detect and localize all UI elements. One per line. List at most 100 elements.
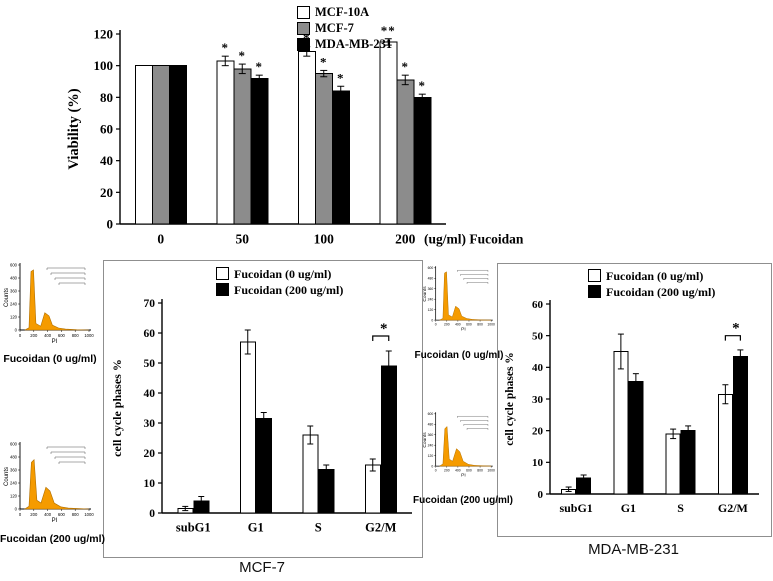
flow-histogram-mda-treated: Counts 0 120 240 360 480 600 0 200 400 600 800 1000 P… (422, 412, 495, 479)
category-label: G2/M (365, 521, 396, 535)
flow-label-mda-treated: Fucoidan (200 ug/ml) (413, 495, 514, 506)
y-tick-label: 10 (144, 478, 156, 490)
flow-x-tick-label: 1000 (84, 512, 94, 517)
gate-marker (58, 461, 86, 464)
bar (239, 341, 256, 514)
y-tick-label: 60 (144, 328, 156, 340)
flow-y-tick-label: 480 (428, 276, 434, 280)
gate-marker (466, 282, 489, 284)
mcf7-legend: Fucoidan (0 ug/ml) Fucoidan (200 ug/ml) (216, 267, 343, 296)
category-label: G2/M (718, 501, 748, 515)
flow-x-tick-label: 1000 (487, 323, 495, 327)
legend-swatch (588, 285, 601, 298)
gate-marker (46, 267, 86, 270)
legend-swatch (216, 267, 229, 280)
bar (732, 355, 748, 495)
bar (302, 434, 319, 514)
legend-swatch (216, 283, 229, 296)
gate-marker (58, 282, 86, 285)
flow-y-tick-label: 240 (428, 443, 434, 447)
bar (628, 381, 644, 495)
flow-histogram-mcf7-control: Counts 0 120 240 360 480 600 0 200 400 600 800 1000 P… (4, 263, 94, 346)
flow-x-tick-label: 200 (444, 469, 450, 473)
flow-label-mcf7-treated: Fucoidan (200 ug/ml) (0, 533, 106, 545)
legend-item: MCF-10A (297, 6, 392, 19)
gate-marker (463, 278, 489, 280)
legend-label: MCF-7 (315, 21, 354, 36)
flow-x-tick-label: 600 (58, 512, 66, 517)
legend-label: MDA-MB-231 (315, 37, 393, 52)
flow-x-tick-label: 0 (19, 512, 22, 517)
flow-y-tick-label: 480 (10, 276, 18, 281)
viability-legend: MCF-10A MCF-7 MDA-MB-231 (297, 6, 392, 51)
flow-y-tick-label: 480 (10, 455, 18, 460)
gate-marker (54, 277, 86, 280)
flow-x-tick-label: 200 (444, 323, 450, 327)
mcf7-panel: Fucoidan (0 ug/ml) Fucoidan (200 ug/ml) 0… (103, 260, 423, 558)
bar (680, 430, 696, 495)
category-label: 200 (395, 232, 416, 247)
category-label: G1 (621, 501, 636, 515)
gate-marker (460, 420, 489, 422)
mda-panel: Fucoidan (0 ug/ml) Fucoidan (200 ug/ml) 0… (497, 263, 772, 537)
flow-ylabel: Counts (422, 286, 428, 302)
legend-label: Fucoidan (0 ug/ml) (234, 266, 332, 281)
y-tick-label: 20 (144, 448, 156, 460)
y-tick-label: 40 (144, 388, 156, 400)
flow-y-tick-label: 240 (10, 481, 18, 486)
flow-histogram-mda-control: Counts 0 120 240 360 480 600 0 200 400 600 800 1000 P… (422, 266, 495, 333)
y-tick-label: 30 (144, 418, 156, 430)
flow-x-tick-label: 400 (44, 512, 52, 517)
legend-label: Fucoidan (200 ug/ml) (606, 284, 716, 299)
legend-item: Fucoidan (200 ug/ml) (588, 285, 715, 298)
flow-x-tick-label: 800 (72, 333, 80, 338)
y-tick-label: 20 (532, 426, 544, 438)
flow-x-tick-label: 600 (58, 333, 66, 338)
significance-star: * (337, 70, 345, 85)
bar (717, 393, 733, 495)
significance-star: * (380, 321, 388, 337)
y-tick-label: 60 (532, 299, 544, 311)
y-tick-label: 80 (100, 90, 113, 105)
gate-marker (463, 424, 489, 426)
y-tick-label: 0 (107, 217, 114, 232)
y-tick-label: 0 (149, 508, 155, 520)
flow-y-tick-label: 360 (428, 287, 434, 291)
mda-plot: 0 10 20 30 40 50 60 cell cycle phases % subG1 G1 S… (504, 299, 759, 515)
gate-marker (460, 274, 489, 276)
flow-y-tick-label: 360 (10, 468, 18, 473)
significance-star: * (256, 59, 264, 74)
legend-item: Fucoidan (0 ug/ml) (216, 267, 343, 280)
flow-ylabel: Counts (4, 467, 10, 486)
x-axis-label: (ug/ml) Fucoidan (424, 232, 524, 247)
flow-x-tick-label: 800 (477, 323, 483, 327)
bar (233, 68, 252, 225)
y-tick-label: 30 (532, 394, 544, 406)
bar (151, 65, 170, 225)
category-label: subG1 (559, 501, 592, 515)
legend-swatch (297, 38, 310, 51)
y-tick-label: 40 (532, 362, 544, 374)
flow-xlabel: PI (52, 518, 58, 524)
flow-x-tick-label: 400 (44, 333, 52, 338)
flow-x-tick-label: 0 (435, 323, 437, 327)
flow-x-tick-label: 0 (19, 333, 22, 338)
flow-y-tick-label: 600 (10, 263, 18, 268)
significance-star: * (320, 54, 328, 69)
y-tick-label: 50 (144, 358, 156, 370)
flow-histogram-peak (439, 271, 492, 321)
flow-x-tick-label: 200 (30, 333, 38, 338)
legend-item: MDA-MB-231 (297, 38, 392, 51)
flow-y-tick-label: 480 (428, 422, 434, 426)
gate-marker (54, 456, 86, 459)
legend-item: MCF-7 (297, 22, 392, 35)
flow-y-tick-label: 0 (431, 464, 433, 468)
flow-x-tick-label: 1000 (84, 333, 94, 338)
significance-star: * (732, 321, 740, 337)
flow-histogram-mcf7-treated: Counts 0 120 240 360 480 600 0 200 400 600 800 1000 P… (4, 442, 94, 525)
legend-label: Fucoidan (0 ug/ml) (606, 268, 704, 283)
flow-xlabel: PI (52, 339, 58, 345)
significance-star: * (239, 48, 247, 63)
mcf7-cell-cycle-chart: 0 10 20 30 40 50 60 70 cell cycle phases % subG1 G… (110, 298, 412, 535)
